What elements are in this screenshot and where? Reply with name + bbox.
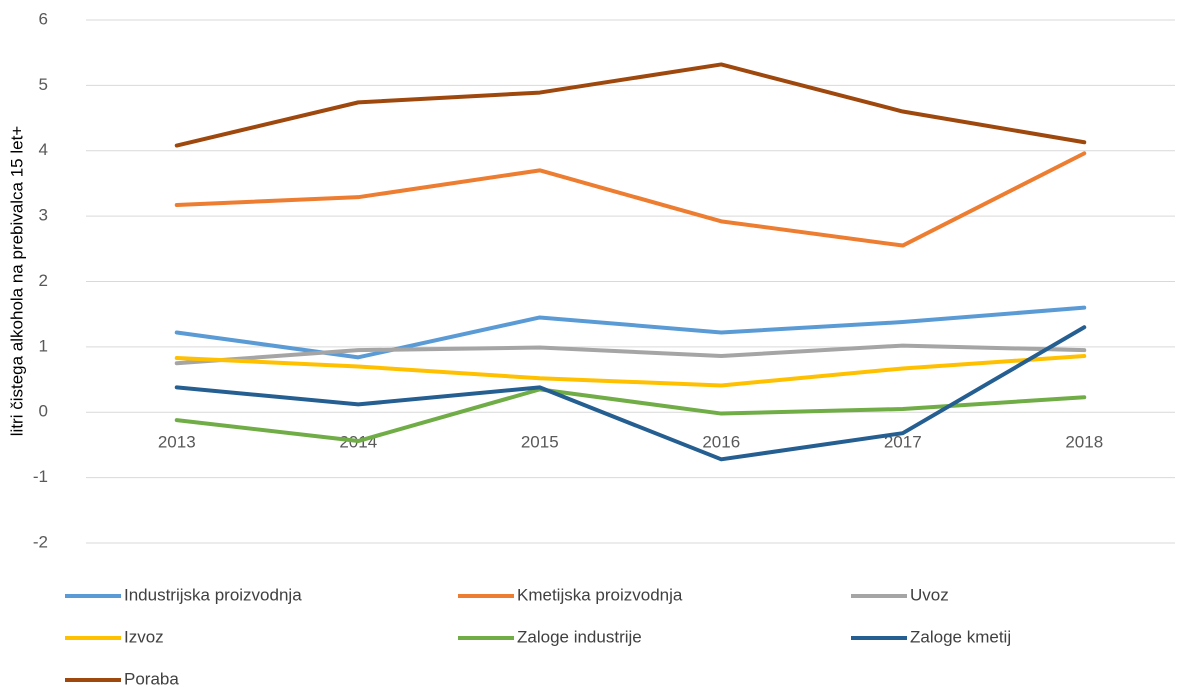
y-tick-label: 5	[39, 75, 48, 94]
x-tick-label: 2016	[702, 433, 740, 452]
series-line	[174, 354, 1087, 388]
y-tick-label: 4	[39, 140, 48, 159]
legend-label: Zaloge kmetij	[910, 627, 1011, 646]
y-tick-label: 0	[39, 402, 48, 421]
series-line	[174, 62, 1087, 148]
legend-label: Zaloge industrije	[517, 627, 642, 646]
legend-label: Poraba	[124, 669, 179, 688]
legend: Industrijska proizvodnja Kmetijska proizv…	[65, 585, 1011, 688]
series-line	[174, 343, 1087, 366]
x-tick-label: 2017	[884, 433, 922, 452]
y-tick-label: -1	[33, 467, 48, 486]
legend-label: Industrijska proizvodnja	[124, 585, 302, 604]
series-line	[174, 151, 1087, 248]
x-tick-label: 2013	[158, 433, 196, 452]
series-line	[174, 387, 1087, 444]
x-tick-label: 2015	[521, 433, 559, 452]
y-tick-label: -2	[33, 532, 48, 551]
legend-label: Kmetijska proizvodnja	[517, 585, 683, 604]
series-line	[174, 325, 1087, 462]
x-tick-label: 2018	[1065, 433, 1103, 452]
y-tick-label: 3	[39, 206, 48, 225]
y-axis-label: litri čistega alkohola na prebivalca 15 …	[7, 126, 26, 437]
legend-label: Izvoz	[124, 627, 164, 646]
legend-label: Uvoz	[910, 585, 949, 604]
y-tick-label: 2	[39, 271, 48, 290]
y-tick-label: 1	[39, 336, 48, 355]
y-tick-label: 6	[39, 9, 48, 28]
